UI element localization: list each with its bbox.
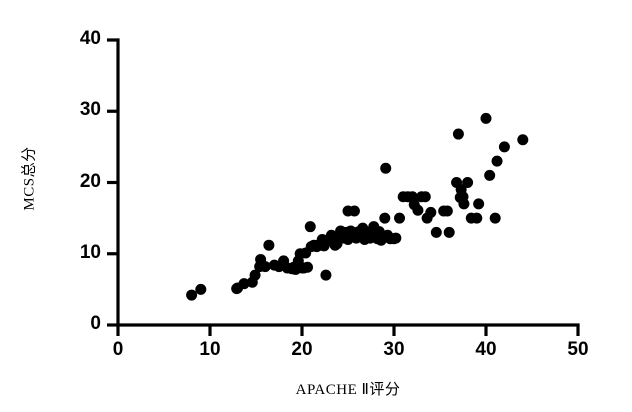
scatter-point: [259, 261, 271, 273]
scatter-point: [302, 261, 314, 273]
x-tick-label: 50: [567, 339, 589, 360]
scatter-point: [394, 212, 406, 224]
scatter-point: [419, 191, 431, 203]
scatter-point: [471, 212, 483, 224]
x-tick-label: 30: [383, 339, 405, 360]
scatter-point: [304, 221, 316, 233]
x-tick-label: 40: [475, 339, 497, 360]
scatter-point: [517, 134, 529, 146]
y-axis-ticks: [107, 38, 118, 327]
scatter-point: [441, 205, 453, 217]
scatter-point: [331, 238, 343, 250]
scatter-point: [484, 169, 496, 181]
scatter-point: [320, 269, 332, 281]
scatter-point: [498, 141, 510, 153]
scatter-point: [249, 269, 261, 281]
x-tick-label: 20: [291, 339, 313, 360]
scatter-point: [342, 205, 354, 217]
scatter-point: [263, 239, 275, 251]
x-tick-label: 0: [112, 339, 124, 360]
scatter-point: [300, 247, 312, 259]
scatter-point: [489, 212, 501, 224]
scatter-point: [462, 177, 474, 188]
scatter-point: [480, 112, 492, 124]
y-tick-label: 30: [79, 99, 101, 121]
scatter-point: [390, 232, 402, 244]
scatter-point: [452, 128, 464, 140]
scatter-point: [425, 206, 437, 218]
x-axis-ticks: [116, 325, 580, 336]
y-tick-label: 20: [79, 170, 101, 192]
scatter-point: [231, 283, 243, 295]
scatter-point: [443, 226, 455, 238]
scatter-points: [186, 112, 529, 301]
axis-lines: [116, 38, 580, 327]
scatter-point: [430, 226, 442, 238]
x-axis-title: APACHE Ⅱ评分: [295, 382, 401, 398]
scatter-point: [186, 289, 198, 301]
y-tick-label: 0: [90, 313, 101, 334]
scatter-point: [380, 162, 392, 174]
scatter-point: [491, 155, 503, 167]
scatter-point: [288, 261, 300, 273]
scatter-point: [379, 212, 391, 224]
x-tick-label: 10: [199, 339, 221, 360]
scatter-point: [195, 283, 207, 295]
scatter-point: [473, 198, 485, 210]
y-tick-label: 40: [79, 28, 101, 49]
scatter-point: [412, 204, 424, 216]
scatter-point: [458, 198, 470, 210]
y-tick-label: 10: [79, 241, 101, 263]
